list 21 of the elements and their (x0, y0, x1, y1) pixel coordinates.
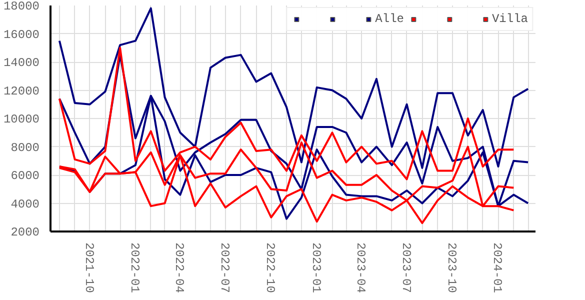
y-tick-label: 12000 (3, 84, 40, 98)
x-tick-label: 2023-01 (308, 242, 323, 293)
y-tick-label: 10000 (3, 112, 40, 126)
x-tick-label: 2022-07 (217, 242, 232, 293)
x-tick-label: 2022-10 (263, 242, 278, 293)
x-tick-label: 2023-10 (444, 242, 459, 293)
y-tick-label: 4000 (10, 197, 40, 212)
legend-label: Villa (492, 12, 528, 26)
x-tick-label: 2021-10 (82, 242, 96, 293)
x-tick-label: 2022-01 (127, 242, 142, 293)
y-tick-label: 18000 (3, 0, 40, 14)
y-tick-label: 16000 (3, 28, 40, 42)
legend-label: Alle (375, 12, 404, 26)
x-tick-label: 2024-01 (490, 242, 504, 293)
y-tick-label: 2000 (10, 226, 40, 240)
y-tick-label: 14000 (3, 56, 40, 70)
x-tick-label: 2023-04 (354, 242, 368, 293)
x-tick-label: 2023-07 (398, 242, 413, 293)
x-tick-label: 2022-04 (172, 242, 186, 293)
y-tick-label: 8000 (10, 140, 40, 155)
y-tick-label: 6000 (10, 169, 40, 183)
